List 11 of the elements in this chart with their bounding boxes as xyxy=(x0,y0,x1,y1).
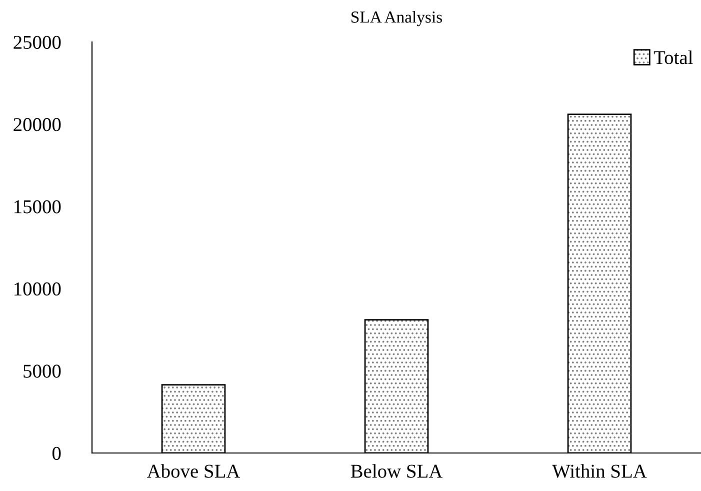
legend-label: Total xyxy=(654,50,693,64)
y-tick-label: 0 xyxy=(52,446,61,460)
y-tick-label: 25000 xyxy=(14,36,61,49)
y-tick-label: 10000 xyxy=(14,282,61,296)
x-tick-label: Above SLA xyxy=(146,464,240,478)
x-tick-label: Within SLA xyxy=(552,464,647,478)
y-tick-label: 20000 xyxy=(14,118,61,132)
y-tick-label: 5000 xyxy=(24,364,61,378)
chart-title: SLA Analysis xyxy=(352,10,442,26)
y-tick-label: 15000 xyxy=(14,200,61,214)
x-tick-label: Below SLA xyxy=(350,464,443,478)
